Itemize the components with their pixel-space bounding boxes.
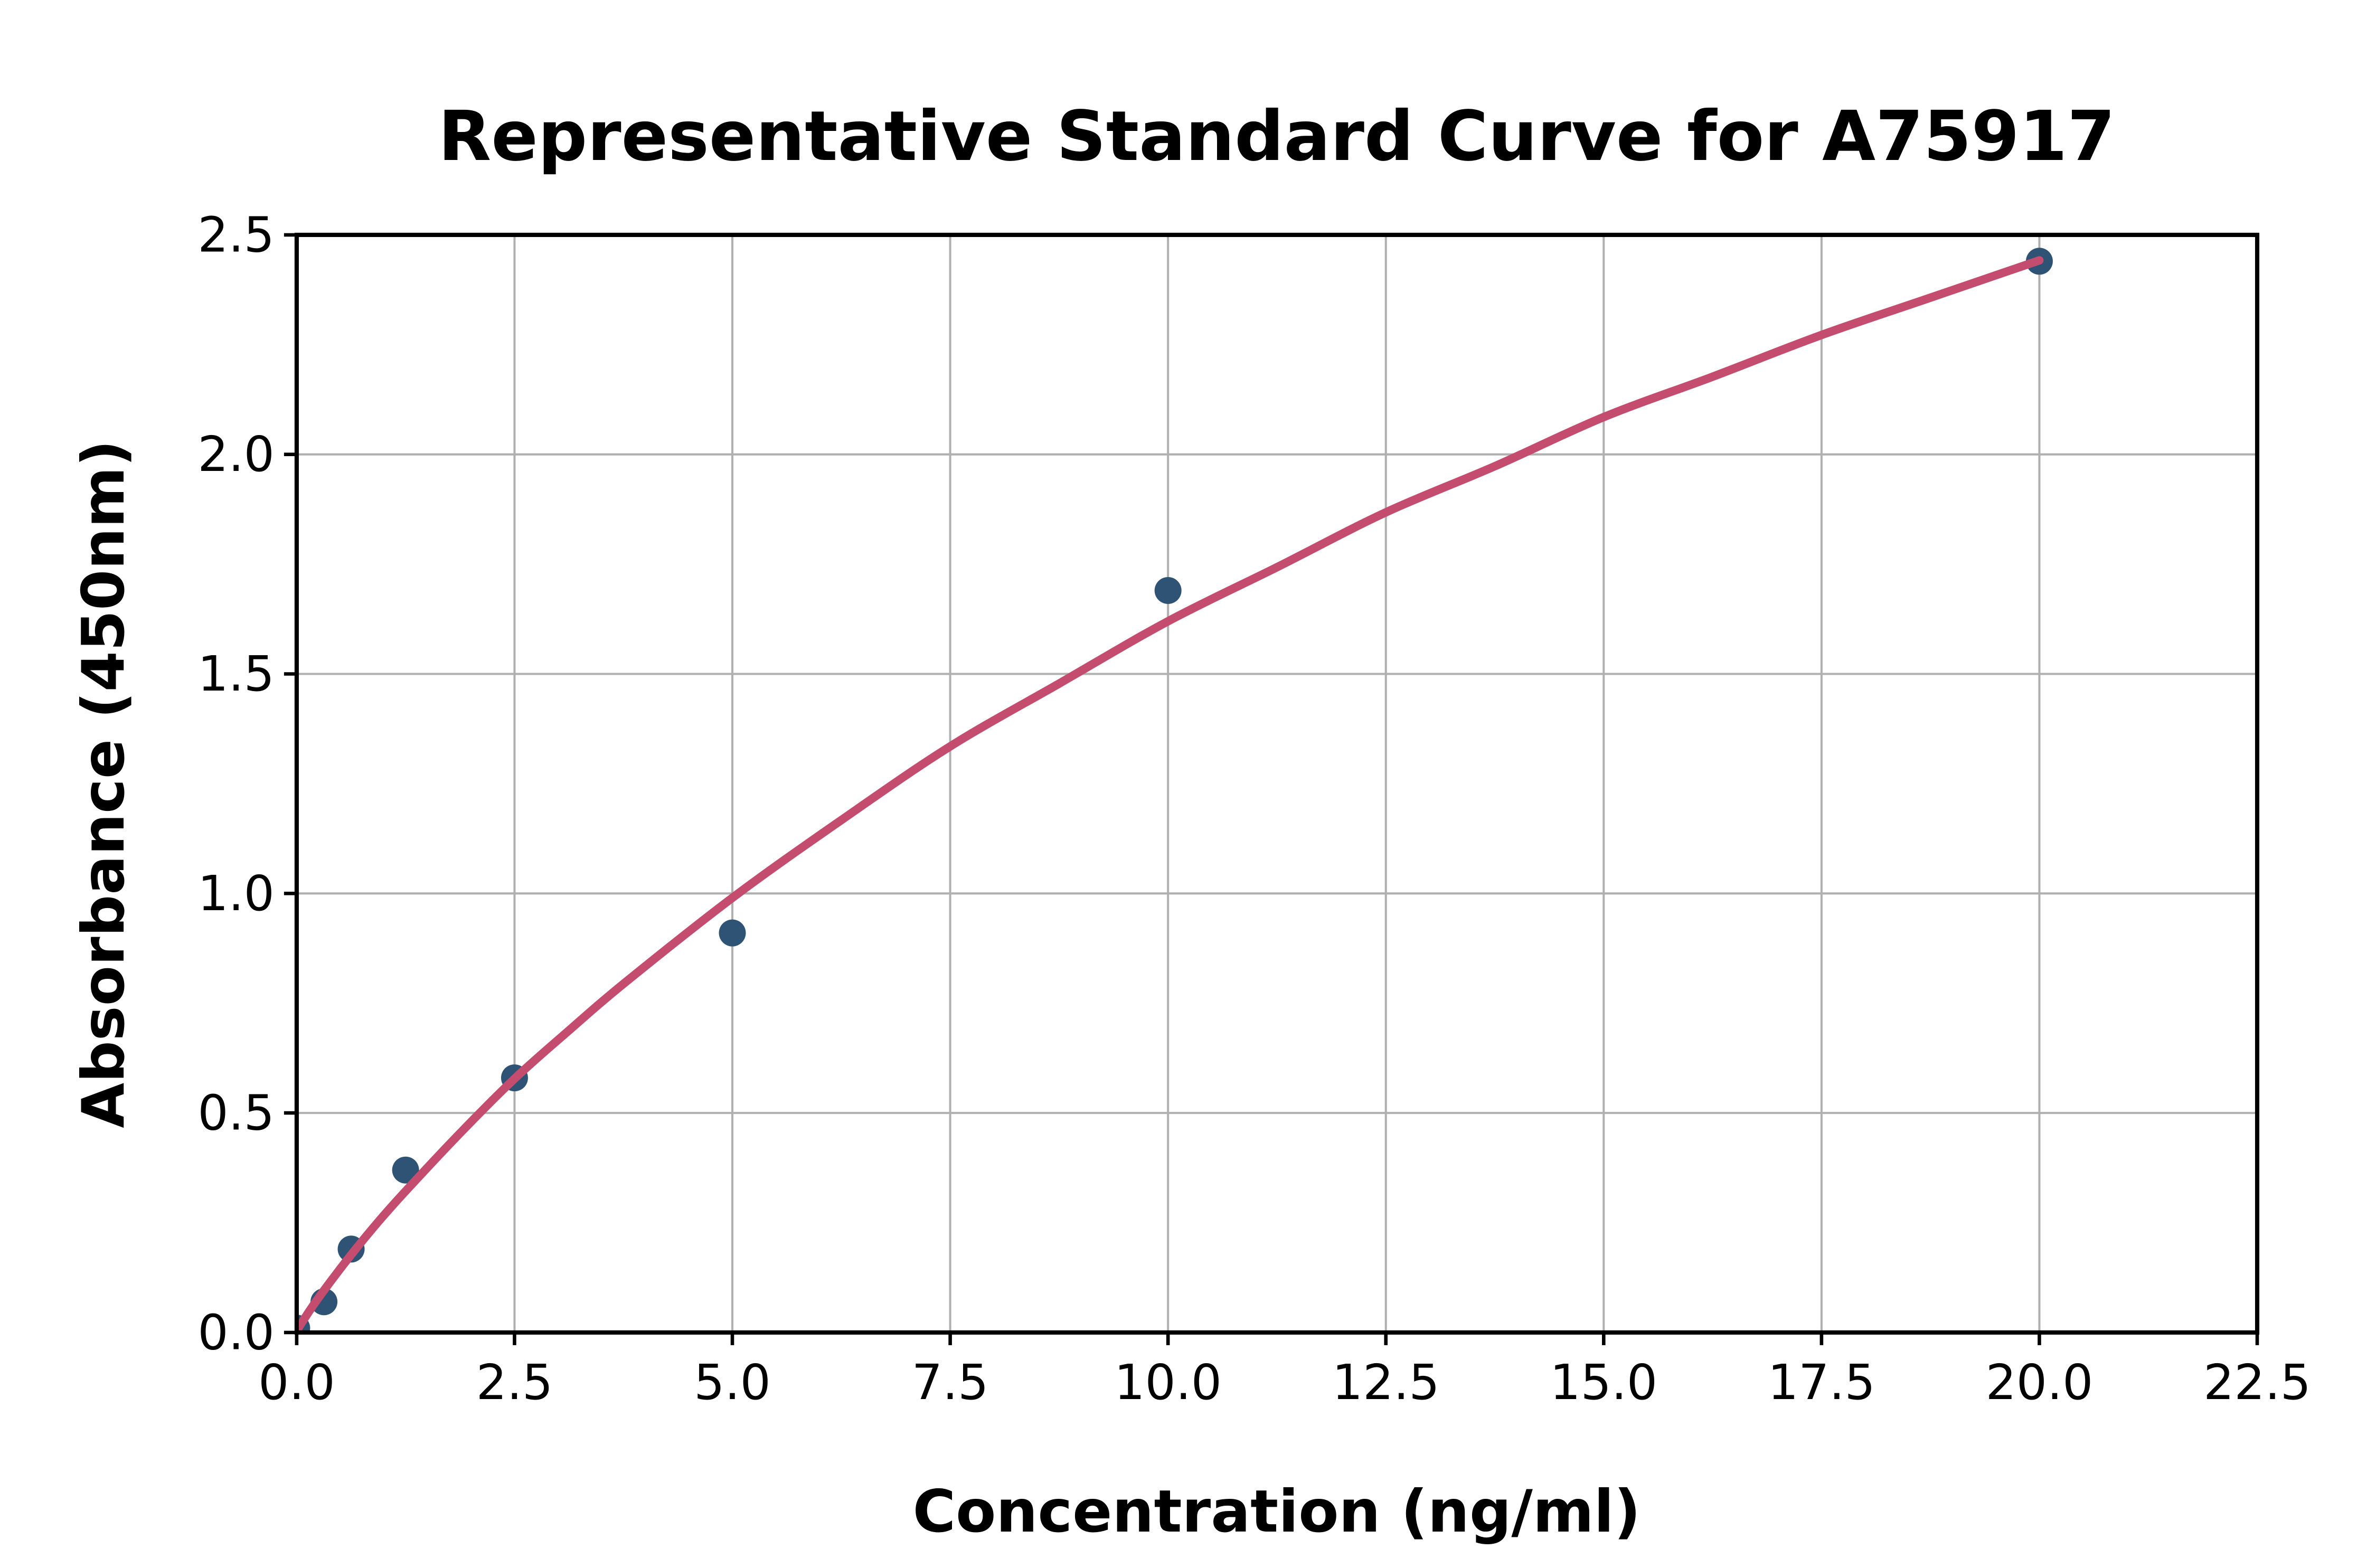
- axis-ticks: [284, 233, 2259, 1345]
- standard-point: [1154, 577, 1182, 604]
- standard-point: [719, 919, 746, 947]
- fit-curve-path: [296, 256, 2044, 1333]
- y-tick-label: 2.5: [197, 206, 275, 263]
- y-tick-label: 2.0: [197, 426, 275, 483]
- x-tick-label: 17.5: [1768, 1354, 1875, 1411]
- y-tick-label: 0.0: [197, 1304, 275, 1361]
- x-tick-label: 20.0: [1986, 1354, 2094, 1411]
- tick-labels: 0.0 2.5 5.0 7.5 10.0 12.5 15.0 17.5 20.0 22.5 0.0 0…: [197, 206, 2311, 1411]
- x-axis-label: Concentration (ng/ml): [913, 1478, 1641, 1546]
- chart-title: Representative Standard Curve for A75917: [438, 96, 2115, 176]
- y-tick-label: 1.5: [197, 646, 275, 702]
- standard-point: [392, 1156, 419, 1184]
- y-tick-label: 1.0: [197, 865, 275, 922]
- y-axis-label: Absorbance (450nm): [70, 440, 138, 1128]
- x-tick-label: 5.0: [694, 1354, 771, 1411]
- x-tick-label: 2.5: [476, 1354, 553, 1411]
- x-tick-label: 10.0: [1114, 1354, 1222, 1411]
- fit-curve: [296, 256, 2044, 1333]
- x-tick-label: 7.5: [912, 1354, 989, 1411]
- x-tick-label: 15.0: [1550, 1354, 1657, 1411]
- x-tick-label: 0.0: [258, 1354, 335, 1411]
- plot-border: [294, 232, 2260, 1335]
- x-tick-label: 12.5: [1332, 1354, 1440, 1411]
- x-tick-label: 22.5: [2203, 1354, 2311, 1411]
- y-tick-label: 0.5: [197, 1085, 275, 1141]
